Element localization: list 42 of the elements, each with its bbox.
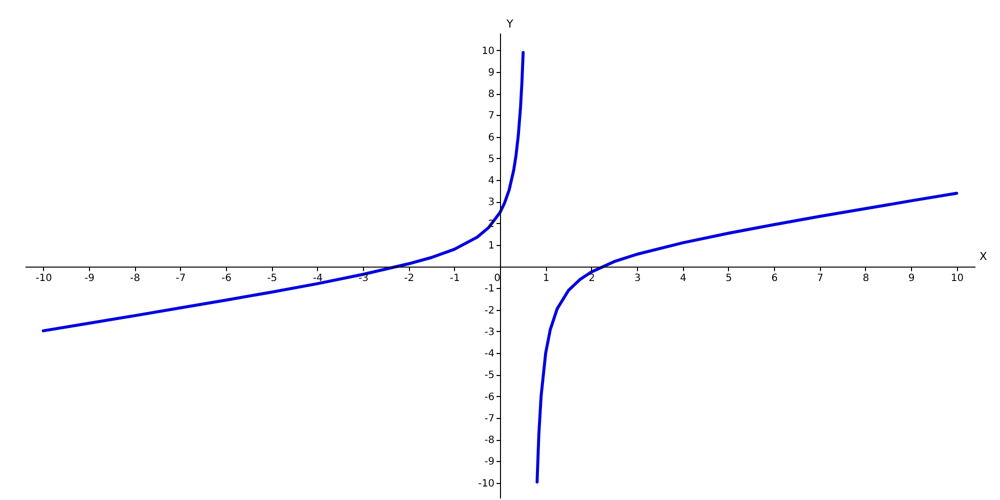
- x-tick-label: -4: [312, 273, 323, 284]
- y-tick-label: 9: [488, 67, 494, 78]
- x-tick-label: -10: [36, 273, 52, 284]
- y-tick-label: 8: [488, 89, 494, 100]
- x-tick-label: -8: [130, 273, 140, 284]
- x-tick-label: 8: [862, 273, 870, 284]
- x-tick-label: 0: [494, 273, 500, 284]
- x-tick-label: 3: [634, 273, 641, 284]
- x-tick-label: 4: [680, 273, 686, 284]
- x-tick-label: -5: [267, 273, 278, 284]
- y-tick-label: -8: [484, 435, 494, 446]
- y-tick-label: -10: [478, 478, 494, 490]
- y-tick-label: 7: [488, 110, 494, 122]
- y-tick-label: -5: [484, 370, 494, 382]
- y-tick-label: 10: [482, 46, 494, 57]
- y-tick-label: 6: [488, 132, 494, 144]
- y-tick-label: 5: [488, 154, 494, 165]
- y-tick-label: -7: [484, 413, 494, 424]
- x-tick-label: -1: [450, 273, 460, 284]
- x-tick-label: 10: [950, 273, 964, 284]
- x-tick-label: 7: [817, 273, 824, 284]
- y-tick-label: 1: [488, 240, 494, 252]
- x-tick-label: 5: [726, 273, 732, 284]
- x-tick-label: -2: [404, 273, 414, 284]
- y-tick-label: -6: [484, 392, 494, 403]
- x-tick-label: 1: [542, 273, 550, 284]
- x-tick-label: 6: [771, 273, 778, 284]
- x-tick-label: -6: [221, 273, 232, 284]
- y-axis-title: Y: [506, 18, 514, 30]
- x-tick-label: 2: [588, 273, 596, 284]
- x-tick-label: 9: [908, 273, 915, 284]
- y-tick-label: -3: [484, 326, 494, 338]
- x-tick-label: -9: [84, 273, 94, 284]
- y-tick-label: -4: [484, 348, 494, 360]
- y-tick-label: -2: [484, 305, 494, 316]
- x-tick-label: -7: [176, 273, 186, 284]
- x-axis-title: X: [980, 250, 988, 264]
- y-tick-label: -1: [484, 284, 494, 295]
- y-tick-label: -9: [484, 456, 494, 468]
- x-tick-label: -3: [358, 273, 368, 284]
- y-tick-label: 3: [488, 197, 494, 208]
- y-tick-label: 4: [488, 176, 494, 187]
